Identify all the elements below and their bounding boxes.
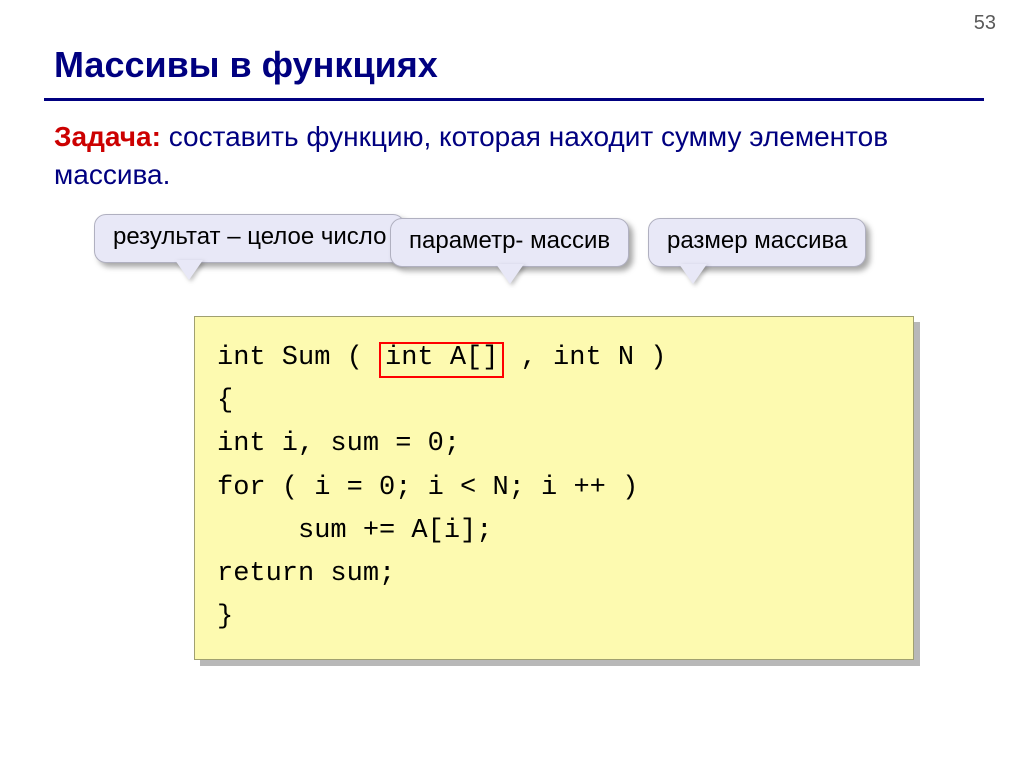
code-l1c: , int N ): [504, 343, 666, 373]
code-l1a: int Sum (: [217, 343, 379, 373]
code-l5: sum += A[i];: [217, 516, 492, 546]
callout-size: размер массива: [648, 218, 866, 267]
title-rule: [44, 98, 984, 101]
code-l2: {: [217, 386, 233, 416]
callout-result: результат – целое число: [94, 214, 405, 263]
task-text: составить функцию, которая находит сумму…: [54, 121, 888, 190]
callout-param: параметр- массив: [390, 218, 629, 267]
code-l7: }: [217, 602, 233, 632]
code-l4: for ( i = 0; i < N; i ++ ): [217, 473, 638, 503]
slide-title: Массивы в функциях: [54, 44, 438, 86]
task-line: Задача: составить функцию, которая наход…: [54, 118, 974, 194]
page-number: 53: [974, 12, 996, 35]
code-l6: return sum;: [217, 559, 395, 589]
code-l1-highlight: int A[]: [379, 342, 504, 378]
code-l3: int i, sum = 0;: [217, 429, 460, 459]
task-label: Задача:: [54, 121, 161, 152]
code-block: int Sum ( int A[] , int N ) { int i, sum…: [194, 316, 914, 660]
